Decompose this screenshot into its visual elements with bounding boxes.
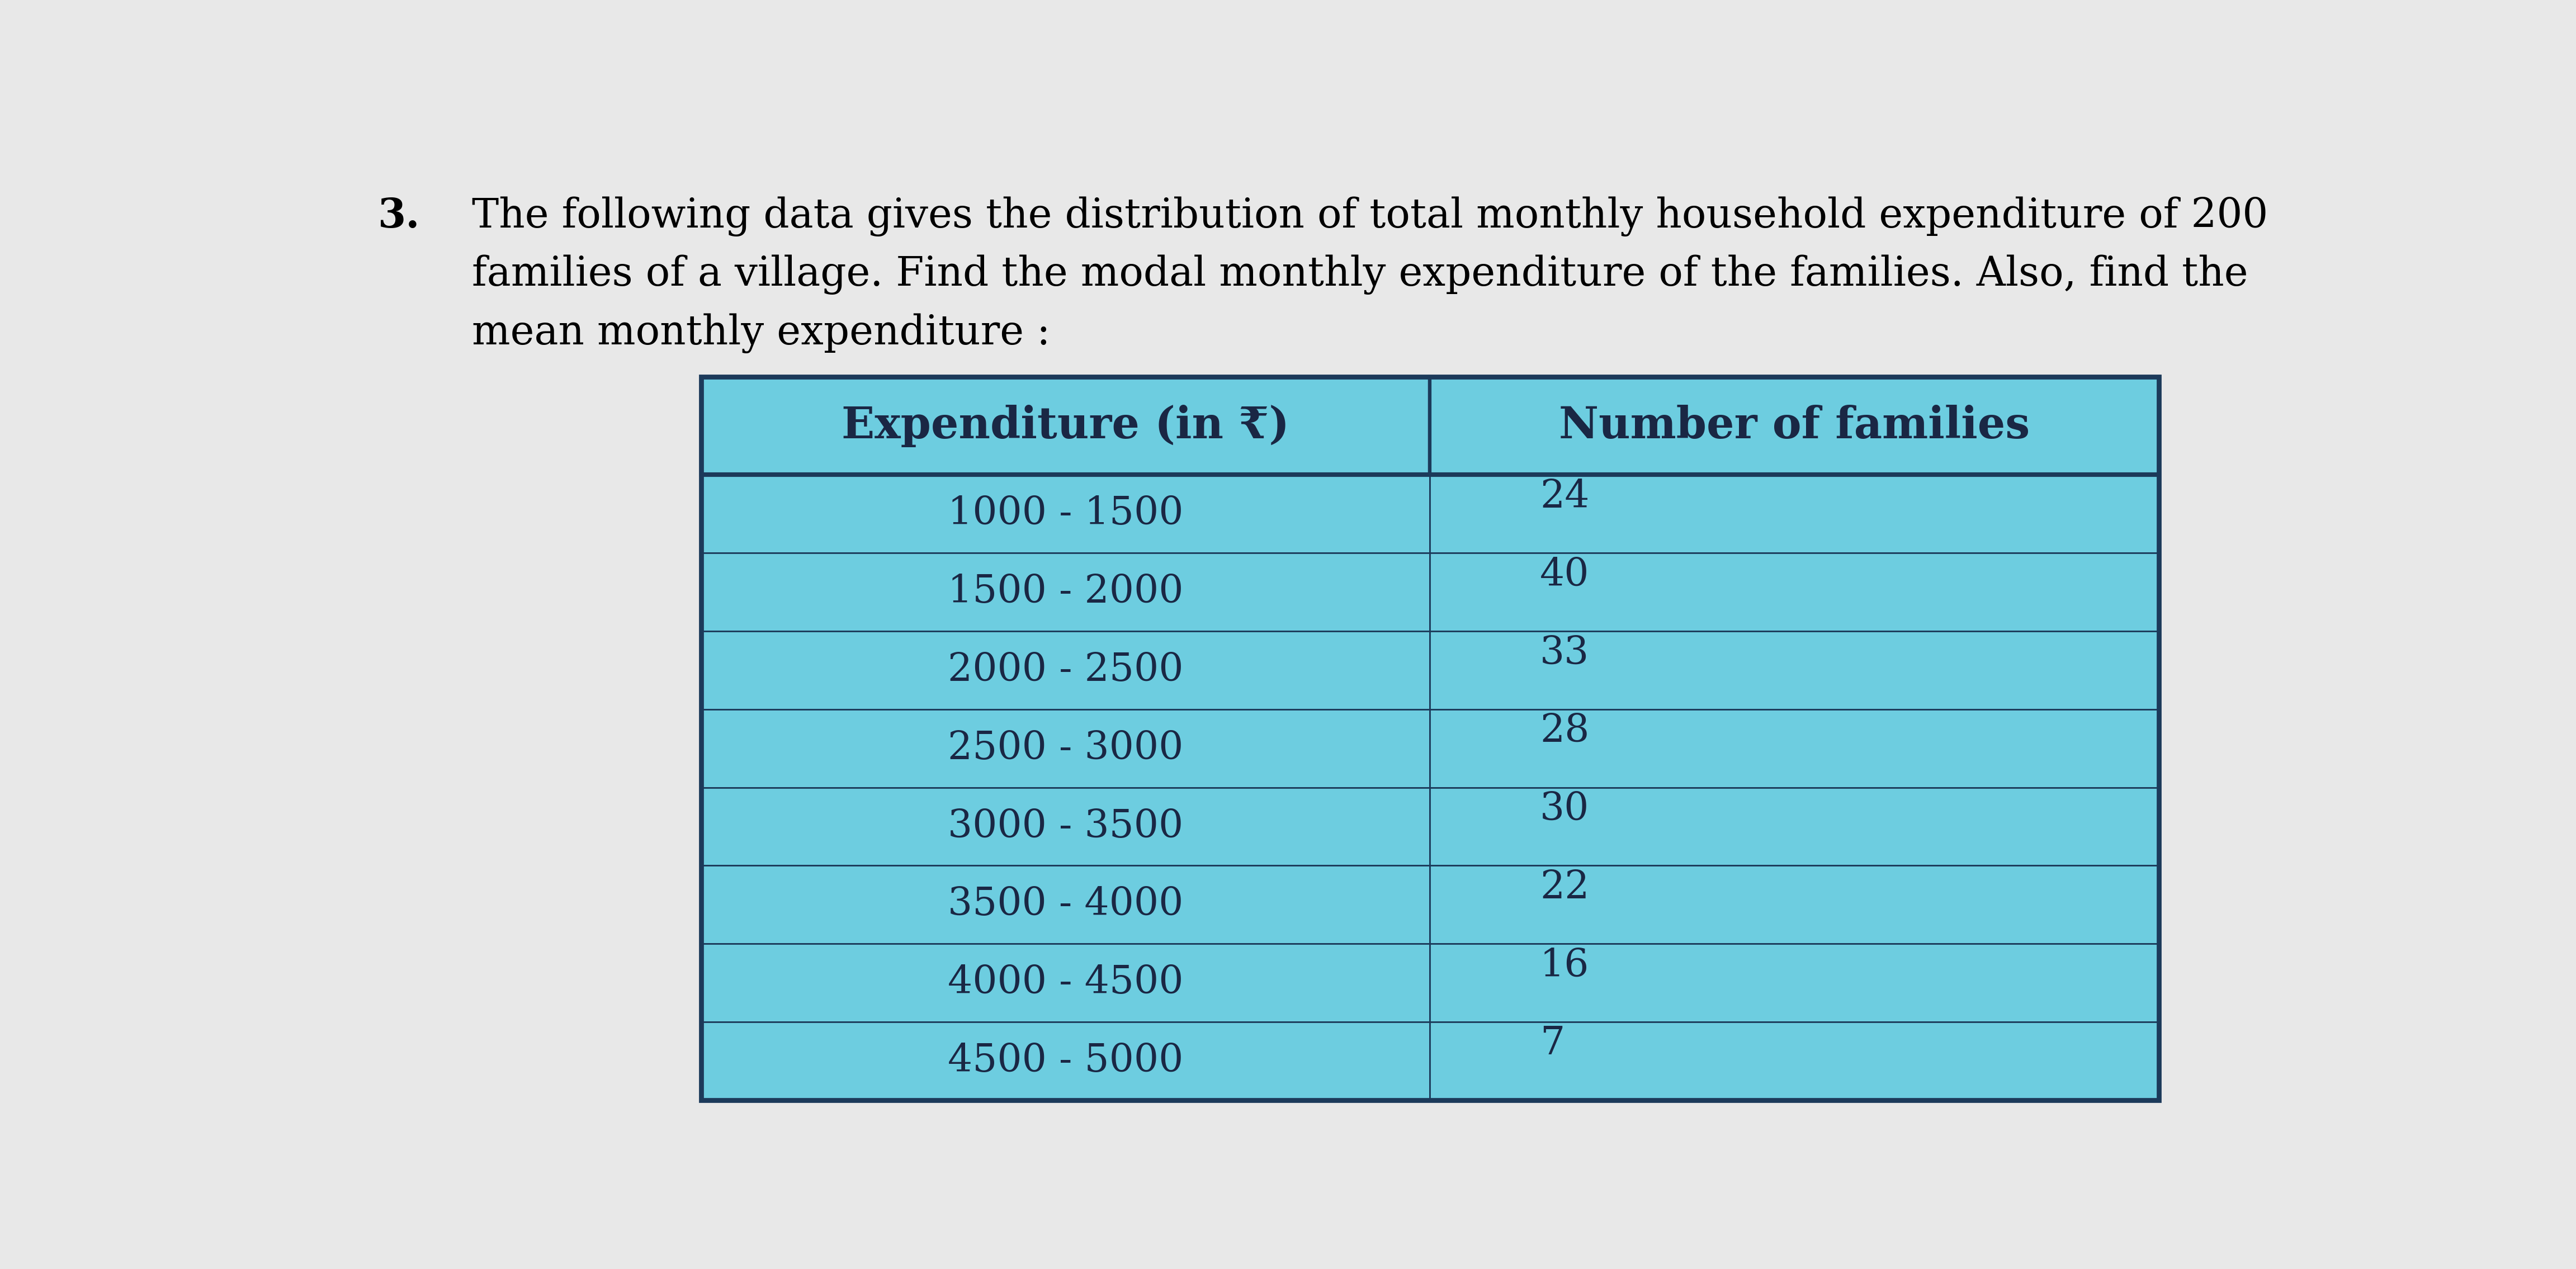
Text: The following data gives the distribution of total monthly household expenditure: The following data gives the distributio… <box>471 197 2267 236</box>
Bar <box>701 475 1430 553</box>
Bar <box>1430 865 2159 944</box>
Text: 4000 - 4500: 4000 - 4500 <box>948 964 1182 1001</box>
Text: 16: 16 <box>1540 947 1589 985</box>
Bar <box>1430 787 2159 865</box>
Text: families of a village. Find the modal monthly expenditure of the families. Also,: families of a village. Find the modal mo… <box>471 255 2249 294</box>
Bar <box>701 944 1430 1022</box>
Text: 2500 - 3000: 2500 - 3000 <box>948 730 1182 766</box>
Bar <box>1430 709 2159 787</box>
Text: 1500 - 2000: 1500 - 2000 <box>948 574 1182 610</box>
Text: Expenditure (in ₹): Expenditure (in ₹) <box>842 405 1291 447</box>
Bar <box>1430 631 2159 709</box>
Bar <box>701 865 1430 944</box>
Text: 3.: 3. <box>379 197 420 236</box>
Text: 22: 22 <box>1540 869 1589 906</box>
Text: 3000 - 3500: 3000 - 3500 <box>948 808 1182 845</box>
Bar <box>701 1022 1430 1100</box>
Text: 33: 33 <box>1540 634 1589 671</box>
Text: 4500 - 5000: 4500 - 5000 <box>948 1042 1182 1080</box>
Bar <box>701 631 1430 709</box>
Text: 2000 - 2500: 2000 - 2500 <box>948 651 1182 689</box>
Bar <box>1430 377 2159 475</box>
Bar <box>1430 553 2159 631</box>
Bar <box>701 787 1430 865</box>
Bar <box>701 377 1430 475</box>
Bar <box>701 709 1430 787</box>
Text: 24: 24 <box>1540 478 1589 515</box>
Bar <box>1430 944 2159 1022</box>
Text: Number of families: Number of families <box>1558 405 2030 447</box>
Bar <box>1430 475 2159 553</box>
Text: 3500 - 4000: 3500 - 4000 <box>948 886 1182 924</box>
Bar <box>701 553 1430 631</box>
Bar <box>1430 1022 2159 1100</box>
Text: 1000 - 1500: 1000 - 1500 <box>948 495 1182 533</box>
Text: 30: 30 <box>1540 791 1589 827</box>
Text: mean monthly expenditure :: mean monthly expenditure : <box>471 313 1051 354</box>
Text: 7: 7 <box>1540 1025 1564 1062</box>
Bar <box>701 377 2159 1100</box>
Text: 40: 40 <box>1540 556 1589 594</box>
Text: 28: 28 <box>1540 713 1589 750</box>
